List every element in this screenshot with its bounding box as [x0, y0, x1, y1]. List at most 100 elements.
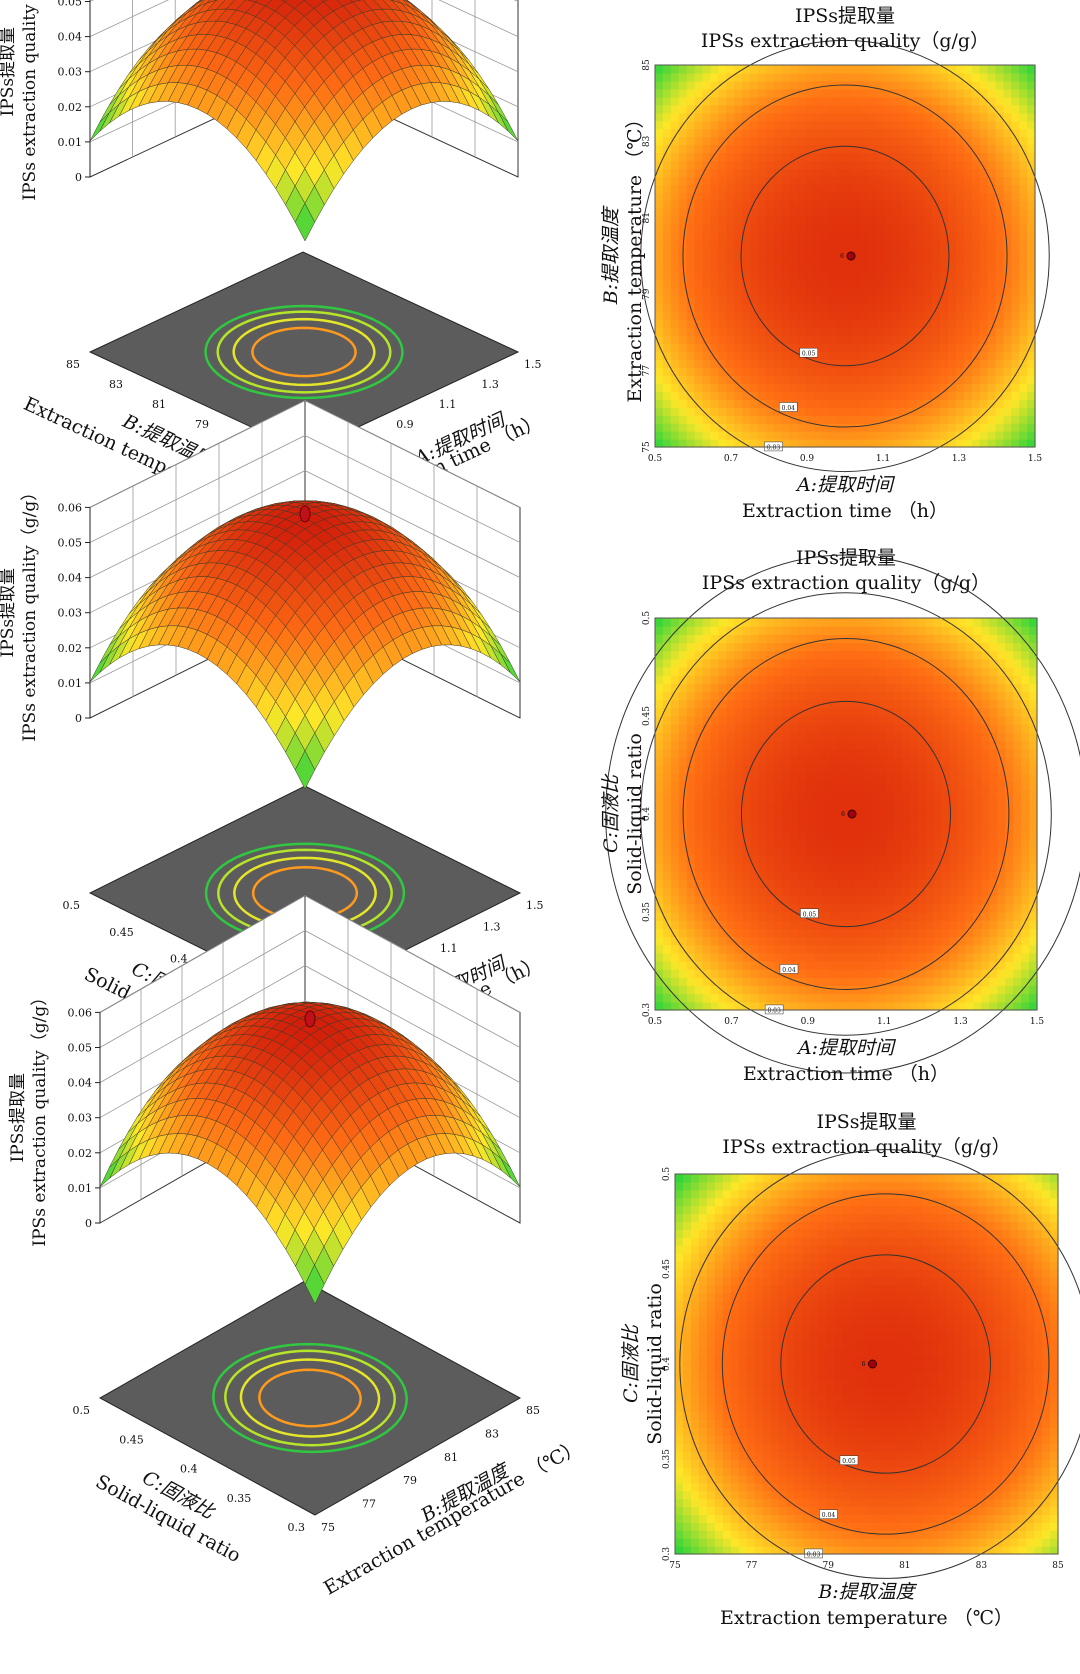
- contour-heat-cell: [909, 732, 919, 742]
- contour-heat-cell: [670, 993, 680, 1003]
- contour-heat-cell: [892, 351, 902, 361]
- contour-heat-cell: [869, 805, 879, 815]
- contour-heat-cell: [908, 160, 917, 170]
- contour-heat-cell: [963, 271, 973, 281]
- contour-heat-cell: [837, 136, 846, 146]
- contour-heat-cell: [710, 168, 719, 178]
- contour-heat-cell: [670, 887, 680, 897]
- contour-heat-cell: [1003, 176, 1012, 185]
- y-tick-label: 81: [642, 212, 652, 223]
- contour-heat-cell: [1003, 112, 1012, 122]
- contour-heat-cell: [924, 391, 933, 400]
- contour-heat-cell: [805, 88, 814, 98]
- floor-contour-ring: [204, 304, 404, 400]
- z-tick-label: 0.02: [58, 642, 83, 655]
- contour-heat-cell: [670, 773, 680, 782]
- contour-heat-cell: [710, 871, 720, 880]
- contour-heat-cell: [909, 667, 919, 676]
- contour-heat-cell: [789, 359, 799, 369]
- contour-heat-cell: [781, 335, 791, 345]
- contour-heat-cell: [1003, 271, 1012, 281]
- contour-heat-cell: [853, 854, 863, 864]
- contour-heat-cell: [963, 391, 973, 400]
- contour-heat-cell: [846, 740, 855, 750]
- contour-heat-cell: [773, 160, 783, 170]
- contour-heat-cell: [1011, 248, 1020, 257]
- contour-heat-cell: [916, 184, 925, 193]
- contour-heat-cell: [1003, 88, 1012, 98]
- contour-heat-cell: [655, 936, 664, 946]
- contour-heat-cell: [868, 399, 878, 408]
- contour-heat-cell: [718, 319, 727, 329]
- contour-heat-cell: [861, 903, 871, 913]
- contour-heat-cell: [782, 683, 791, 693]
- contour-heat-cell: [909, 863, 919, 872]
- contour-heat-cell: [861, 634, 871, 644]
- contour-heat-cell: [987, 144, 997, 154]
- contour-heat-cell: [979, 407, 989, 416]
- plot-title-en: IPSs extraction quality（g/g）: [701, 30, 989, 52]
- contour-heat-cell: [789, 208, 799, 217]
- contour-heat-cell: [757, 311, 767, 321]
- contour-heat-cell: [662, 415, 672, 424]
- contour-heat-cell: [963, 367, 973, 376]
- contour-heat-cell: [892, 375, 902, 384]
- contour-heat-cell: [822, 716, 831, 725]
- contour-heat-cell: [963, 72, 973, 82]
- contour-heat-cell: [885, 928, 895, 938]
- contour-heat-cell: [773, 88, 783, 98]
- contour-heat-cell: [908, 319, 917, 329]
- contour-heat-cell: [798, 781, 807, 791]
- contour-heat-cell: [702, 208, 712, 217]
- contour-heat-cell: [797, 112, 807, 122]
- contour-heat-cell: [734, 335, 743, 345]
- contour-heat-cell: [932, 168, 941, 178]
- contour-heat-cell: [797, 327, 807, 337]
- contour-heat-cell: [846, 642, 855, 652]
- contour-heat-cell: [655, 765, 664, 774]
- contour-heat-cell: [995, 96, 1004, 106]
- contour-heat-cell: [860, 65, 870, 74]
- contour-heat-cell: [979, 439, 989, 448]
- contour-heat-cell: [860, 423, 870, 432]
- contour-heat-cell: [773, 383, 783, 392]
- contour-heat-cell: [932, 311, 941, 321]
- contour-heat-cell: [900, 415, 909, 424]
- contour-heat-cell: [694, 208, 704, 217]
- contour-heat-cell: [869, 683, 879, 693]
- contour-heat-cell: [1011, 65, 1020, 74]
- contour-heat-cell: [900, 96, 909, 106]
- contour-heat-cell: [718, 216, 727, 225]
- contour-heat-cell: [861, 675, 871, 684]
- contour-heat-cell: [813, 335, 822, 345]
- contour-heat-cell: [718, 279, 727, 289]
- contour-heat-cell: [876, 144, 886, 154]
- contour-heat-cell: [916, 399, 925, 408]
- contour-heat-cell: [846, 830, 855, 840]
- contour-heat-cell: [979, 263, 989, 273]
- contour-heat-cell: [979, 248, 989, 257]
- contour-heat-cell: [765, 72, 775, 82]
- contour-heat-cell: [765, 367, 775, 376]
- contour-heat-cell: [726, 351, 735, 361]
- contour-heat-cell: [734, 399, 743, 408]
- contour-heat-cell: [947, 200, 957, 209]
- contour-heat-cell: [773, 232, 783, 241]
- contour-heat-cell: [806, 822, 815, 831]
- contour-heat-cell: [987, 271, 997, 281]
- contour-heat-cell: [773, 343, 783, 353]
- contour-heat-cell: [734, 642, 744, 652]
- contour-heat-cell: [670, 658, 680, 668]
- contour-heat-cell: [924, 423, 933, 432]
- contour-heat-cell: [742, 977, 752, 987]
- contour-heat-cell: [702, 781, 712, 791]
- contour-heat-cell: [750, 248, 759, 257]
- contour-heat-cell: [869, 969, 879, 978]
- contour-heat-cell: [908, 415, 917, 424]
- contour-heat-cell: [758, 667, 768, 676]
- contour-heat-cell: [694, 319, 704, 329]
- contour-heat-cell: [734, 256, 743, 265]
- contour-heat-cell: [845, 263, 854, 273]
- contour-heat-cell: [821, 343, 830, 353]
- contour-heat-cell: [734, 431, 743, 440]
